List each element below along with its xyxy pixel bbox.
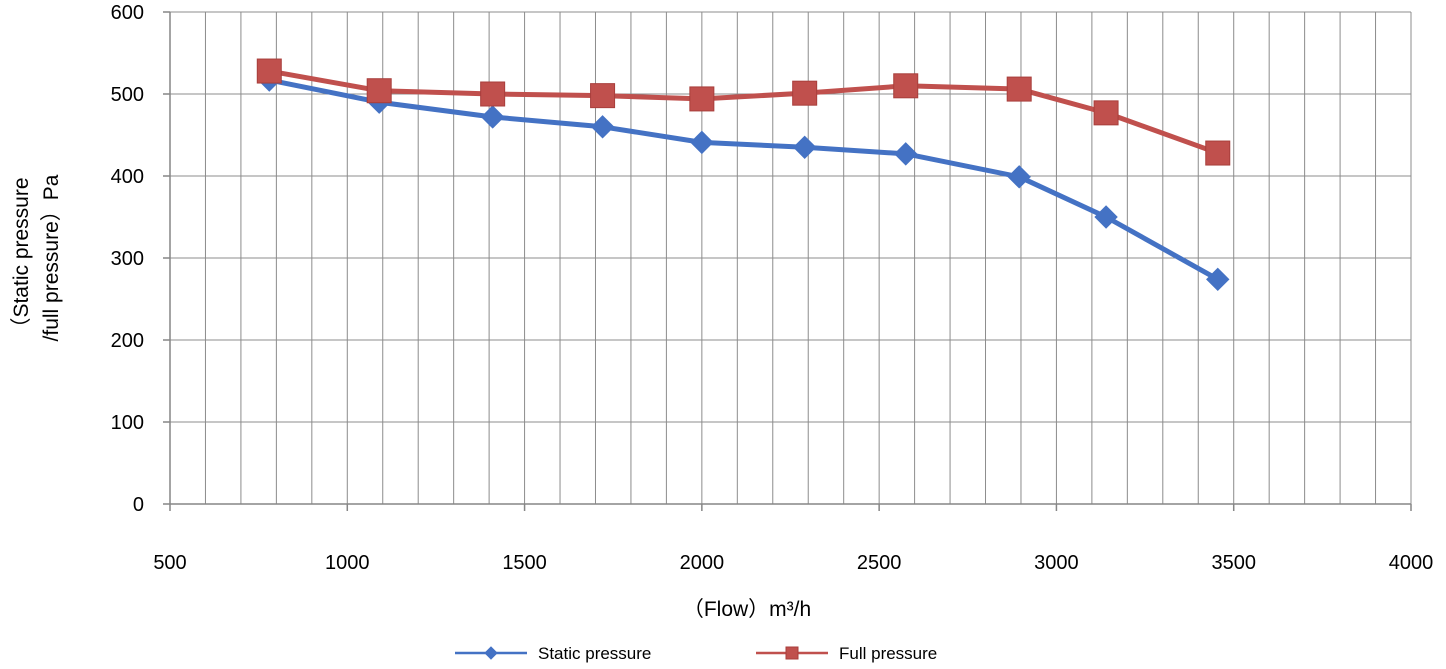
data-point	[689, 86, 715, 112]
data-point	[480, 81, 506, 107]
legend-item: Static pressure	[455, 644, 651, 663]
data-point	[893, 73, 919, 99]
x-axis-title: （Flow）m³/h	[683, 598, 811, 621]
data-point	[690, 130, 714, 155]
x-tick-label: 1500	[502, 552, 547, 574]
y-tick-label: 400	[111, 166, 144, 188]
legend: Static pressure Full pressure	[455, 644, 937, 663]
data-point	[1205, 140, 1231, 166]
y-tick-label: 200	[111, 330, 144, 352]
y-tick-label: 0	[133, 494, 144, 516]
legend-marker	[785, 646, 799, 660]
y-axis-title: （Static pressure/full pressure）Pa	[10, 174, 63, 341]
y-tick-label: 500	[111, 84, 144, 106]
data-point	[590, 115, 615, 139]
data-point	[366, 78, 392, 104]
plot-series	[256, 58, 1231, 292]
legend-marker	[484, 646, 498, 660]
data-point	[894, 142, 918, 166]
series-line	[268, 68, 1219, 156]
data-point	[480, 105, 505, 129]
x-tick-label: 500	[153, 552, 186, 574]
x-tick-label: 2500	[857, 552, 902, 574]
x-tick-label: 3000	[1034, 552, 1079, 574]
x-tick-label: 4000	[1389, 552, 1434, 574]
plot-axes	[163, 11, 1412, 511]
legend-label: Static pressure	[538, 644, 651, 663]
data-point	[256, 58, 282, 84]
data-point	[1007, 165, 1031, 189]
x-tick-label: 1000	[325, 552, 370, 574]
y-tick-label: 300	[111, 248, 144, 270]
data-point	[792, 135, 817, 160]
series-line	[268, 77, 1219, 282]
series-static-pressure	[257, 68, 1230, 292]
data-point	[1093, 100, 1119, 126]
y-tick-label: 600	[111, 2, 144, 24]
y-axis-title-line: （Static pressure	[10, 177, 33, 338]
series-full-pressure	[256, 58, 1231, 166]
x-tick-label: 3500	[1211, 552, 1256, 574]
data-point	[1206, 267, 1230, 292]
legend-label: Full pressure	[839, 644, 937, 663]
data-point	[1094, 205, 1118, 229]
data-point	[1006, 76, 1032, 102]
legend-item: Full pressure	[756, 644, 937, 663]
x-tick-label: 2000	[680, 552, 725, 574]
data-point	[590, 83, 616, 109]
data-point	[792, 80, 818, 106]
y-tick-label: 100	[111, 412, 144, 434]
tick-labels: 0 100 200 300 400 500 600 500 1000 1500 2000 2500 30…	[111, 2, 1434, 574]
y-axis-title-line: /full pressure）Pa	[40, 174, 63, 341]
